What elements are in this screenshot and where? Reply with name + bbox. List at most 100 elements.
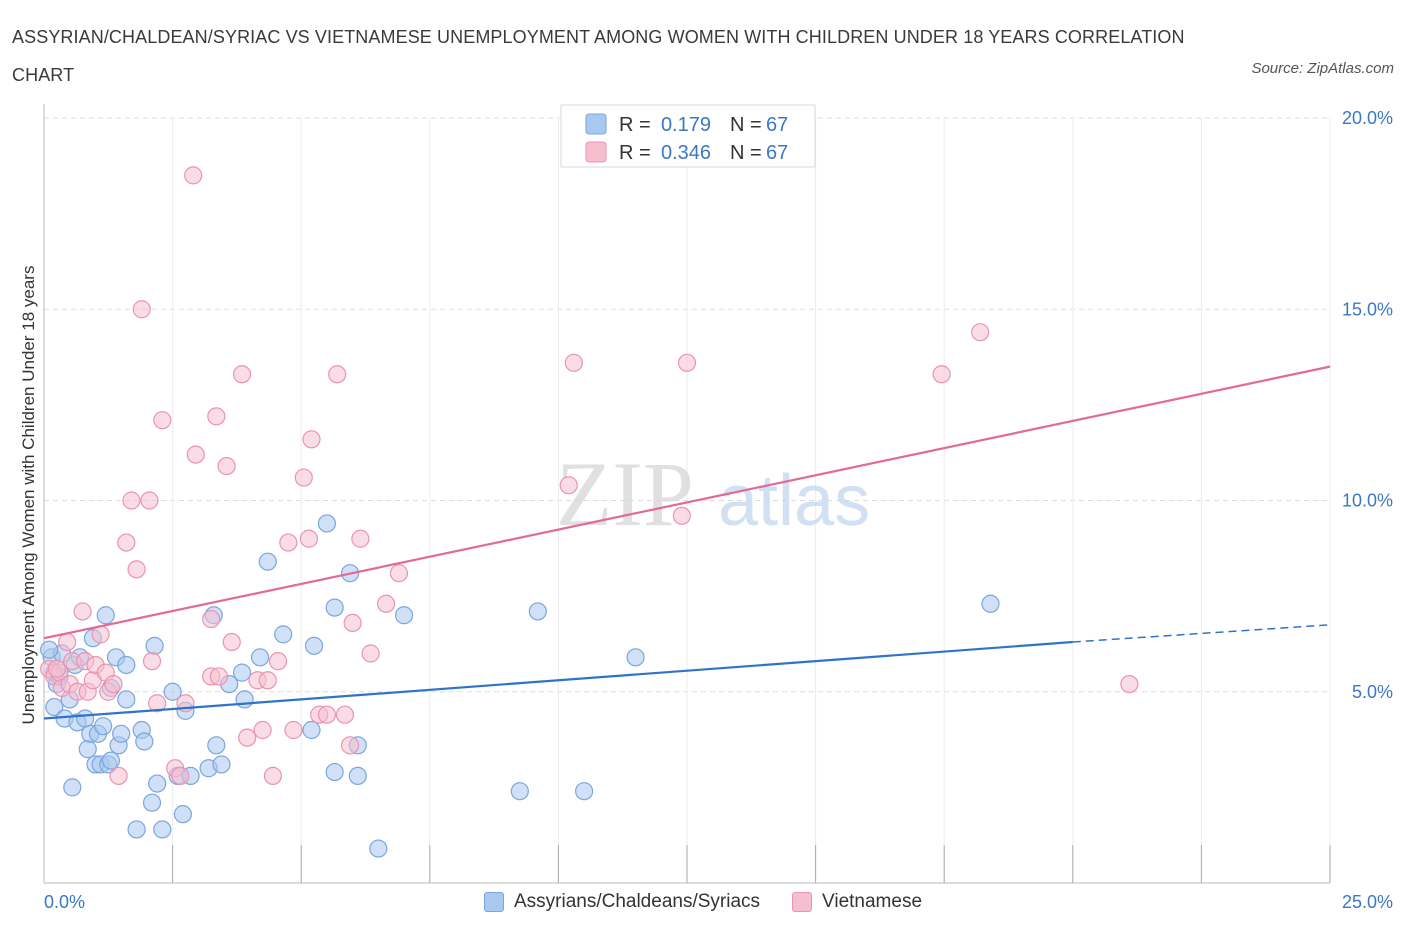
assyrians-point	[112, 724, 131, 743]
vietnamese-point	[171, 766, 190, 786]
vietnamese-point	[672, 506, 691, 525]
vietnamese-point	[153, 411, 172, 430]
assyrians-point	[325, 762, 344, 782]
vietnamese-point	[376, 594, 396, 613]
assyrians-point	[101, 751, 120, 770]
vietnamese-point	[253, 720, 272, 740]
assyrians-point	[394, 606, 414, 625]
vietnamese-point	[328, 365, 347, 384]
assyrians-point	[117, 655, 136, 675]
assyrians-point	[207, 736, 226, 755]
watermark: ZIP atlas	[556, 443, 870, 545]
legend-label-assyrians: Assyrians/Chaldeans/Syriacs	[513, 891, 761, 912]
vietnamese-point	[232, 365, 252, 384]
stats-n-label: N =	[730, 142, 762, 164]
stats-r-value: 0.346	[661, 142, 711, 164]
assyrians-point	[45, 697, 64, 717]
vietnamese-point	[389, 564, 409, 583]
vietnamese-point	[109, 766, 128, 786]
vietnamese-point	[335, 705, 355, 724]
assyrians-point	[575, 782, 594, 801]
vietnamese-point	[302, 430, 321, 449]
stats-r-label: R =	[619, 142, 651, 164]
vietnamese-point	[351, 529, 370, 548]
vietnamese-point	[148, 694, 167, 713]
vietnamese-point	[1120, 674, 1139, 694]
assyrians-point	[348, 766, 367, 786]
assyrians-point	[369, 839, 388, 858]
vietnamese-trend-line	[43, 365, 1331, 640]
vietnamese-point	[559, 476, 578, 495]
x-tick-label: 0.0%	[44, 892, 85, 912]
vietnamese-point	[209, 667, 228, 686]
assyrians-point	[145, 636, 164, 655]
assyrians-point	[626, 648, 645, 667]
vietnamese-point	[279, 533, 298, 552]
assyrians-point	[94, 717, 113, 736]
vietnamese-point	[207, 407, 226, 426]
assyrians-point	[76, 709, 95, 728]
vietnamese-point	[294, 468, 313, 487]
vietnamese-point	[340, 736, 360, 755]
assyrians-point	[148, 774, 167, 793]
vietnamese-point	[58, 632, 77, 652]
assyrians-point	[528, 602, 547, 621]
vietnamese-point	[127, 560, 146, 579]
assyrians-point	[304, 636, 324, 655]
y-tick-label: 20.0%	[1342, 108, 1393, 128]
vietnamese-point	[142, 652, 162, 671]
assyrians-point	[127, 820, 146, 839]
assyrians-point	[40, 640, 59, 659]
assyrians-point	[117, 690, 136, 709]
assyrians-point	[63, 778, 82, 797]
watermark-atlas: atlas	[718, 461, 870, 541]
vietnamese-point	[47, 659, 66, 678]
assyrians-trend-line	[43, 640, 1073, 720]
vietnamese-point	[202, 609, 221, 629]
legend-swatch-assyrians	[483, 892, 504, 912]
chart-title: ASSYRIAN/CHALDEAN/SYRIAC VS VIETNAMESE U…	[12, 27, 1185, 85]
assyrians-point	[78, 740, 97, 759]
assyrians-point	[163, 682, 182, 701]
assyrians-point	[317, 514, 337, 533]
watermark-zip: ZIP	[556, 443, 694, 545]
assyrians-point	[235, 690, 254, 709]
vietnamese-point	[73, 602, 92, 621]
assyrians-point	[96, 606, 115, 625]
stats-n-value: 67	[766, 142, 788, 164]
assyrians-point	[173, 805, 192, 824]
vietnamese-point	[343, 613, 362, 633]
vietnamese-point	[122, 491, 141, 510]
stats-swatch	[585, 113, 607, 135]
assyrians-point	[142, 793, 162, 812]
assyrians-point	[274, 625, 293, 644]
vietnamese-point	[263, 766, 283, 786]
series-legend: Assyrians/Chaldeans/Syriacs Vietnamese	[0, 888, 1406, 916]
vietnamese-point	[104, 674, 123, 694]
assyrians-point	[302, 720, 321, 740]
axes: 5.0% 10.0% 15.0% 20.0% 0.0% 25.0%	[43, 104, 1393, 912]
legend-label-vietnamese: Vietnamese	[822, 891, 923, 912]
assyrians-point	[510, 782, 529, 801]
vietnamese-point	[971, 323, 990, 342]
vietnamese-point	[361, 644, 380, 663]
vietnamese-point	[117, 533, 136, 552]
assyrians-trend-extension	[1072, 624, 1331, 643]
vietnamese-point	[284, 720, 303, 740]
vietnamese-point	[564, 353, 583, 372]
vietnamese-point	[132, 300, 151, 319]
vietnamese-point	[268, 652, 288, 671]
vietnamese-point	[258, 671, 277, 690]
vietnamese-point	[140, 491, 159, 510]
assyrians-point	[135, 732, 154, 751]
assyrians-point	[258, 552, 277, 571]
stats-legend: R = 0.179 N = 67 R = 0.346 N = 67	[560, 104, 816, 168]
legend-swatch-vietnamese	[792, 892, 813, 912]
scatter-points	[40, 166, 1139, 858]
vietnamese-point	[299, 529, 319, 548]
y-tick-label: 10.0%	[1342, 491, 1393, 511]
assyrians-point	[153, 820, 172, 839]
assyrians-point	[232, 663, 252, 682]
assyrians-point	[325, 598, 344, 617]
